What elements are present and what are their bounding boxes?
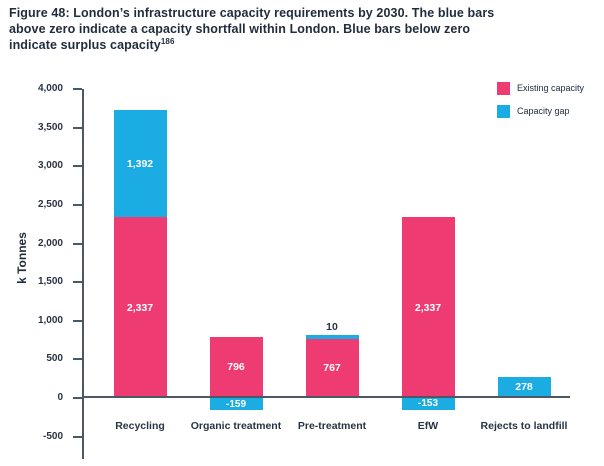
y-tick-mark <box>73 88 82 90</box>
bar-value-label: 278 <box>515 381 533 394</box>
bar-value-label: 767 <box>323 362 341 375</box>
legend-swatch-capacity-gap <box>497 104 510 118</box>
bar-recycling-existing-capacity <box>113 217 167 398</box>
figure-title: Figure 48: London’s infrastructure capac… <box>9 5 591 53</box>
bar-value-label: -153 <box>417 398 438 410</box>
y-tick-label: 3,000 <box>37 160 63 172</box>
legend-label-capacity-gap: Capacity gap <box>517 106 570 116</box>
legend-swatch-existing-capacity <box>497 81 510 95</box>
bar-value-label: -159 <box>225 398 246 410</box>
x-axis-label-pre-treatment: Pre-treatment <box>297 420 367 432</box>
y-tick-label: 3,500 <box>37 121 63 133</box>
x-axis-label-organic-treatment: Organic treatment <box>190 420 282 432</box>
bar-value-label: 2,337 <box>126 301 154 314</box>
bar-organic-treatment-capacity-gap <box>209 398 263 411</box>
y-tick-mark <box>73 319 82 322</box>
y-tick-mark <box>73 281 82 284</box>
figure-title-text: Figure 48: London’s infrastructure capac… <box>9 6 495 52</box>
legend-item-existing-capacity: Existing capacity <box>497 81 584 95</box>
footnote-reference: 186 <box>160 36 175 46</box>
x-axis-label-efw: EfW <box>417 420 439 432</box>
bar-rejects-to-landfill-capacity-gap <box>497 376 551 398</box>
y-tick-mark <box>73 358 82 361</box>
y-tick-mark <box>73 126 82 129</box>
y-axis-line <box>82 89 84 459</box>
y-tick-label: -500 <box>42 430 63 442</box>
bar-efw-existing-capacity <box>401 217 455 398</box>
legend-label-existing-capacity: Existing capacity <box>517 83 585 93</box>
bar-value-label: 1,392 <box>126 157 154 170</box>
legend: Existing capacity Capacity gap <box>497 81 584 127</box>
bar-value-label: 10 <box>326 320 338 333</box>
y-tick-label: 2,000 <box>37 237 63 249</box>
bar-pre-treatment-capacity-gap <box>305 334 359 339</box>
bar-recycling-capacity-gap <box>113 109 167 218</box>
y-tick-mark <box>73 435 82 438</box>
y-tick-mark <box>73 242 82 245</box>
y-tick-mark <box>73 203 82 206</box>
y-tick-label: 1,500 <box>37 276 63 288</box>
x-axis-label-recycling: Recycling <box>115 420 165 432</box>
bar-efw-capacity-gap <box>401 398 455 410</box>
y-tick-mark <box>73 165 82 168</box>
y-tick-label: 0 <box>57 392 63 403</box>
bar-pre-treatment-existing-capacity <box>305 338 359 398</box>
y-tick-label: 1,000 <box>37 314 63 326</box>
legend-item-capacity-gap: Capacity gap <box>497 104 584 118</box>
bar-value-label: 2,337 <box>414 301 442 314</box>
y-tick-label: 500 <box>46 353 63 365</box>
x-axis-label-rejects-to-landfill: Rejects to landfill <box>480 420 568 432</box>
y-tick-mark <box>73 397 82 399</box>
y-tick-label: 2,500 <box>37 198 63 210</box>
bar-value-label: 796 <box>227 361 245 374</box>
bar-organic-treatment-existing-capacity <box>209 336 263 398</box>
y-tick-label: 4,000 <box>37 83 63 94</box>
zero-axis-line <box>82 396 570 398</box>
